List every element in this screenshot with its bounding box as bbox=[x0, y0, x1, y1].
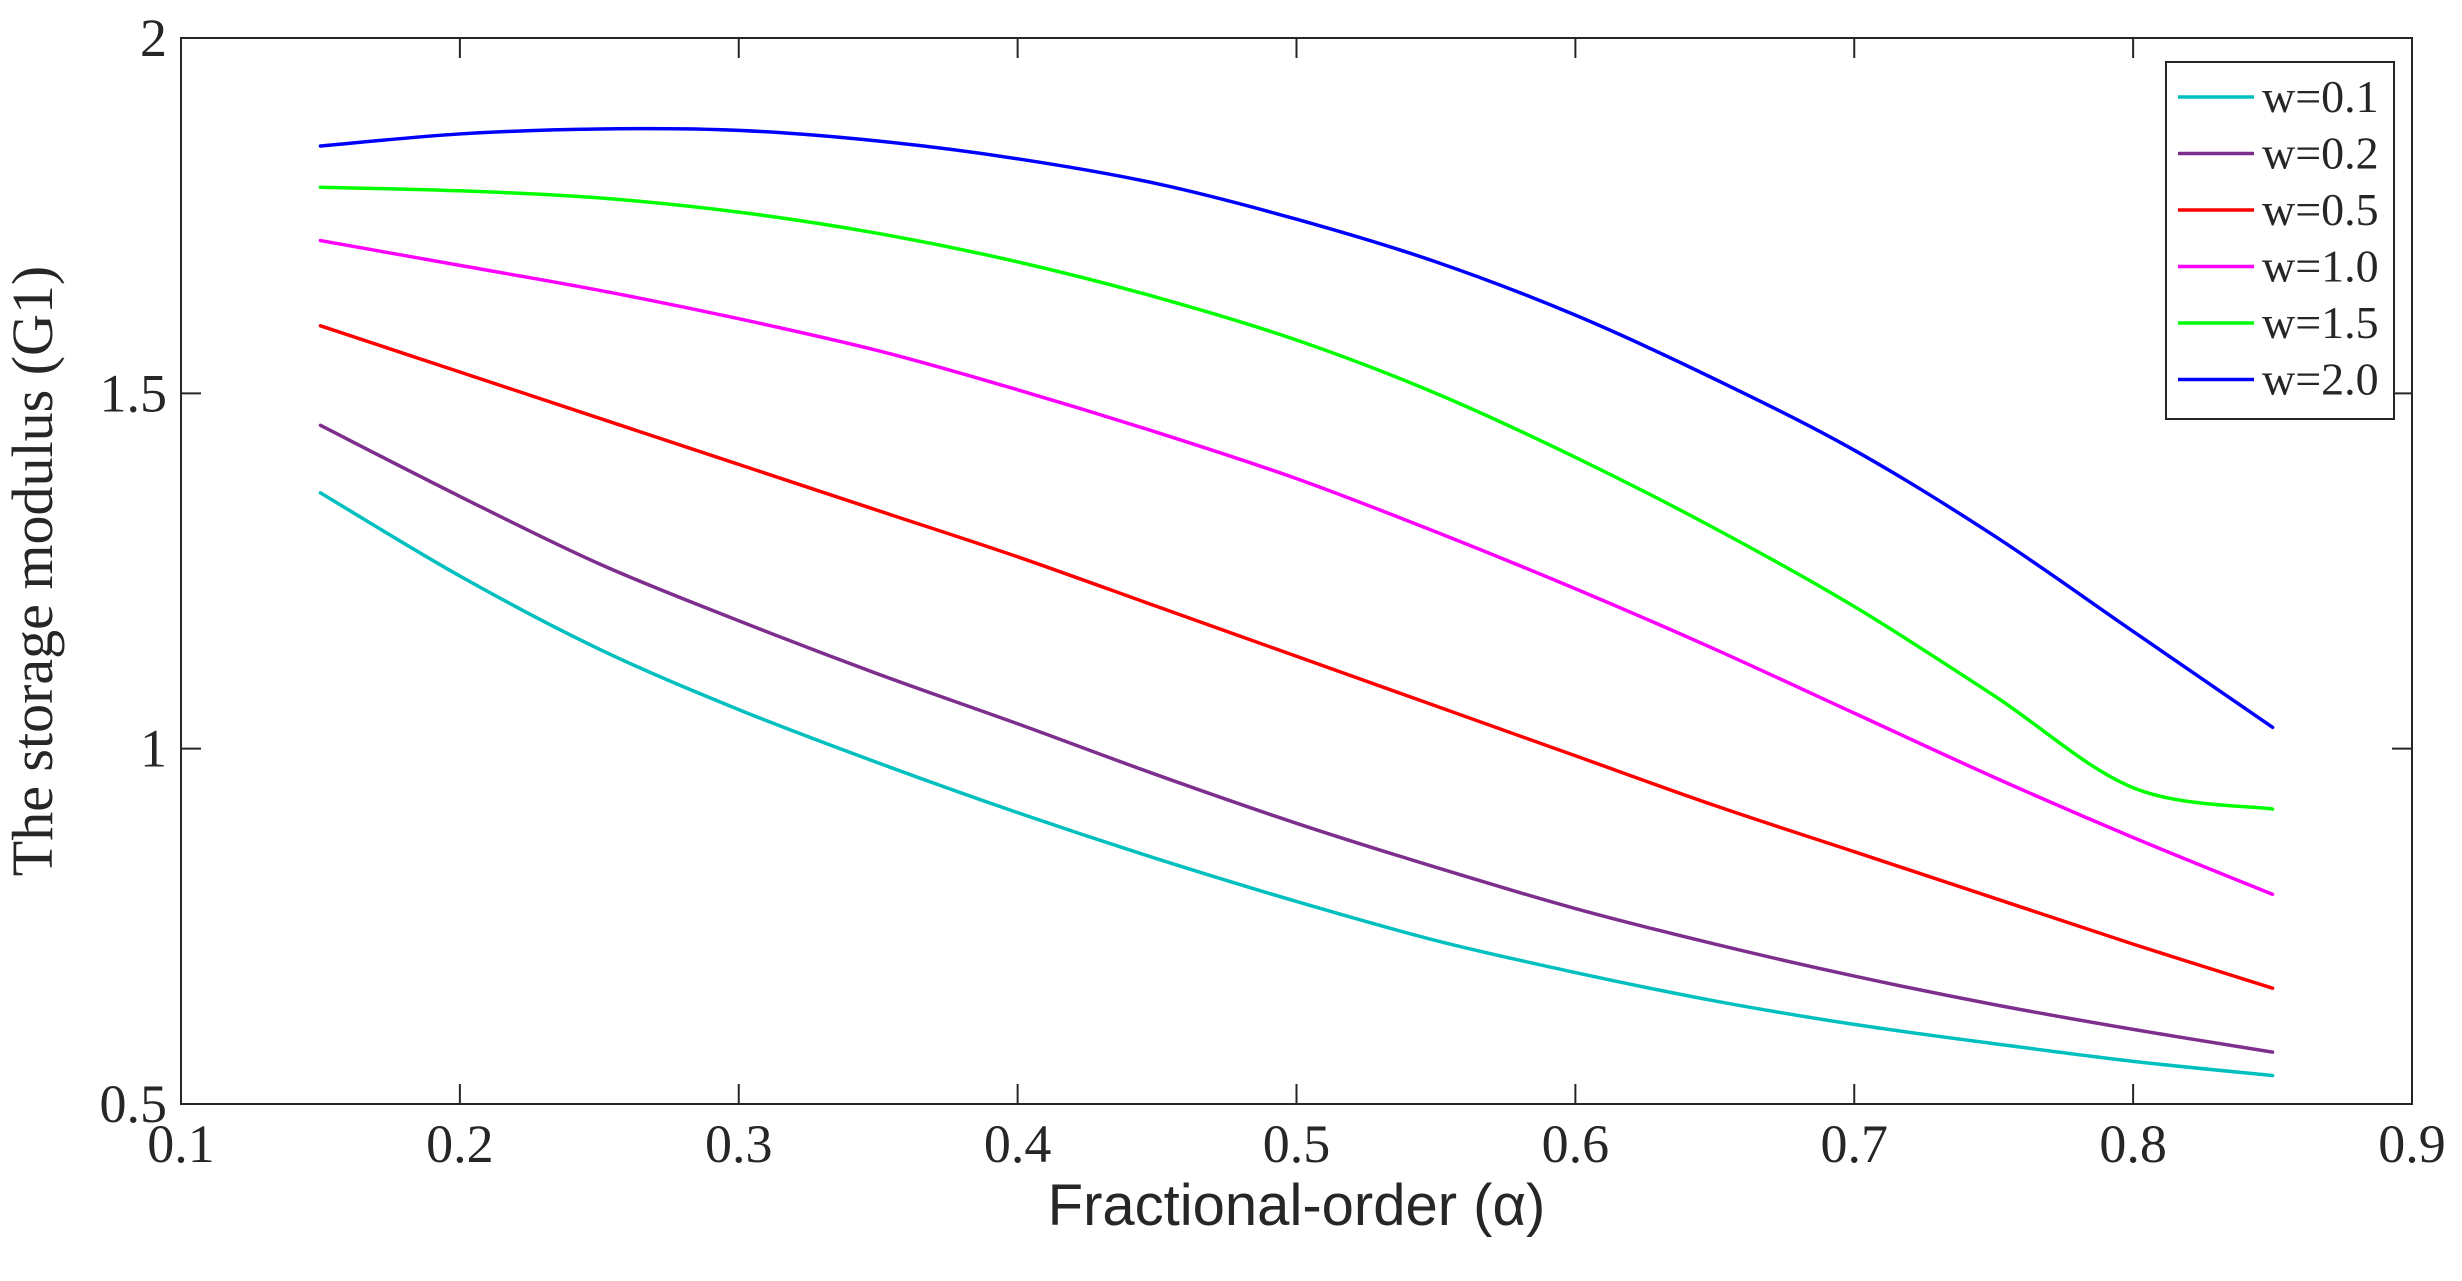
legend-label: w=0.1 bbox=[2262, 71, 2379, 122]
legend-label: w=0.5 bbox=[2262, 184, 2379, 235]
y-axis-label: The storage modulus (G1) bbox=[0, 266, 65, 876]
legend-label: w=2.0 bbox=[2262, 354, 2379, 405]
x-tick-label: 0.4 bbox=[984, 1114, 1052, 1174]
y-tick-label: 1.5 bbox=[100, 363, 168, 423]
x-axis-label: Fractional-order (α) bbox=[1048, 1173, 1546, 1238]
x-tick-label: 0.6 bbox=[1542, 1114, 1610, 1174]
axes-layer: 0.1 0.2 0.3 0.4 0.5 0.6 0.7 0.8 0.9 0.5 1 1.5 2 bbox=[100, 8, 2446, 1174]
x-tick-label: 0.8 bbox=[2099, 1114, 2167, 1174]
y-tick-label: 2 bbox=[140, 8, 167, 68]
x-tick-label: 0.2 bbox=[426, 1114, 494, 1174]
legend: w=0.1 w=0.2w=0.5 w=1.0w=1.5 w=2.0 bbox=[2165, 61, 2395, 420]
series-line-w-0-2 bbox=[318, 423, 2275, 1054]
legend-label: w=0.2 bbox=[2262, 128, 2379, 179]
series-line-w-1-0 bbox=[318, 238, 2275, 897]
series-line-w-1-5 bbox=[318, 185, 2275, 811]
series-line-w-2-0 bbox=[318, 126, 2275, 730]
x-tick-label: 0.3 bbox=[705, 1114, 773, 1174]
y-tick-label: 1 bbox=[140, 719, 167, 779]
legend-label: w=1.5 bbox=[2262, 297, 2379, 348]
series-layer bbox=[318, 126, 2275, 1078]
x-tick-label: 0.7 bbox=[1821, 1114, 1889, 1174]
y-tick-label: 0.5 bbox=[100, 1074, 168, 1134]
x-tick-label: 0.1 bbox=[147, 1114, 215, 1174]
series-line-w-0-5 bbox=[318, 324, 2275, 990]
x-tick-label: 0.9 bbox=[2378, 1114, 2446, 1174]
x-tick-label: 0.5 bbox=[1263, 1114, 1331, 1174]
series-line-w-0-1 bbox=[318, 491, 2275, 1078]
legend-box bbox=[2165, 61, 2395, 420]
legend-label: w=1.0 bbox=[2262, 241, 2379, 292]
